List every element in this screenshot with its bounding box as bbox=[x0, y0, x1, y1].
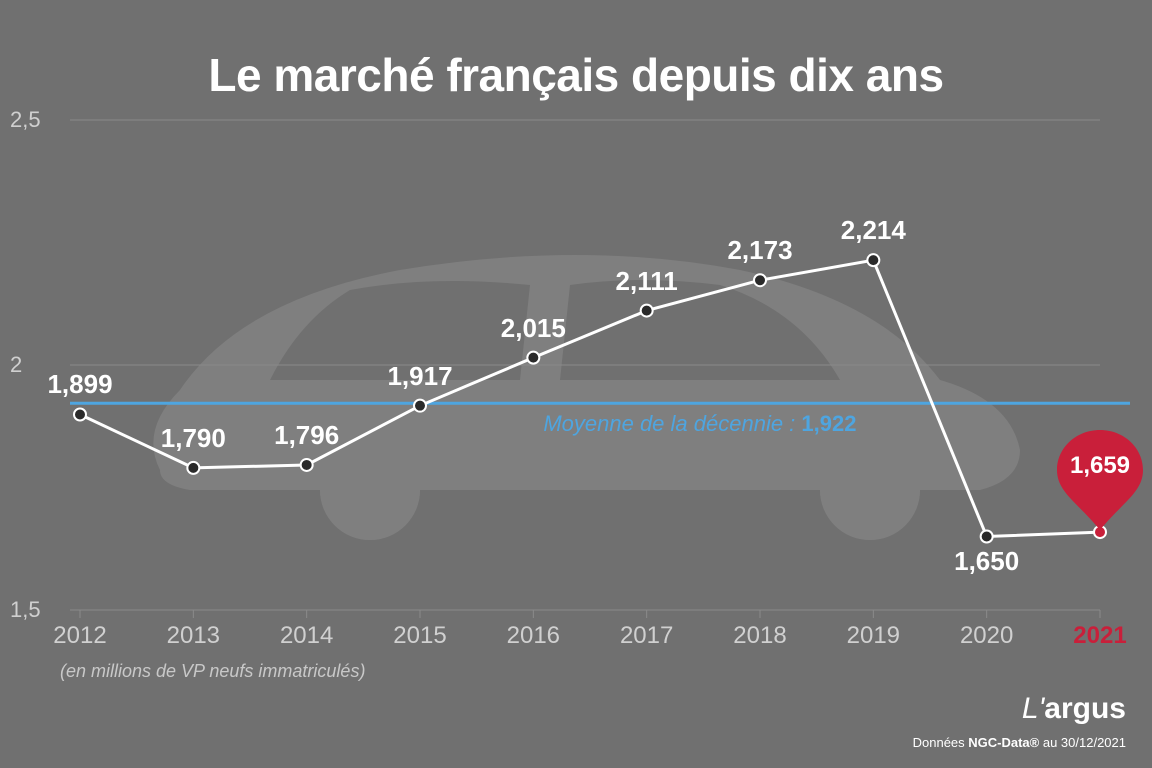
y-tick: 2 bbox=[10, 352, 22, 378]
data-point-label: 2,015 bbox=[501, 313, 566, 344]
data-point-label: 2,111 bbox=[616, 266, 678, 297]
credit-source: NGC-Data® bbox=[968, 735, 1039, 750]
logo-bold: argus bbox=[1044, 692, 1126, 725]
highlight-pin: 1,659 bbox=[1057, 430, 1143, 530]
brand-logo: L'argus bbox=[1022, 692, 1126, 726]
y-tick: 2,5 bbox=[10, 107, 41, 133]
x-tick: 2019 bbox=[847, 622, 900, 650]
credit-prefix: Données bbox=[913, 735, 969, 750]
chart-subtitle: (en millions de VP neufs immatriculés) bbox=[60, 661, 365, 682]
credit-suffix: au 30/12/2021 bbox=[1039, 735, 1126, 750]
x-tick: 2021 bbox=[1073, 622, 1126, 650]
chart-area: 1,522,5201220132014201520162017201820192… bbox=[60, 120, 1120, 610]
chart-title: Le marché français depuis dix ans bbox=[0, 48, 1152, 102]
x-tick: 2015 bbox=[393, 622, 446, 650]
data-point-label: 2,214 bbox=[841, 215, 906, 246]
x-tick: 2013 bbox=[167, 622, 220, 650]
pin-value: 1,659 bbox=[1057, 452, 1143, 480]
data-point-label: 1,796 bbox=[274, 420, 339, 451]
x-tick: 2014 bbox=[280, 622, 333, 650]
avg-line-label: Moyenne de la décennie : 1,922 bbox=[543, 411, 856, 437]
data-credit: Données NGC-Data® au 30/12/2021 bbox=[913, 735, 1126, 750]
x-tick: 2018 bbox=[733, 622, 786, 650]
x-tick: 2012 bbox=[53, 622, 106, 650]
y-tick: 1,5 bbox=[10, 597, 41, 623]
logo-prefix: L' bbox=[1022, 692, 1044, 725]
data-point-label: 1,650 bbox=[954, 546, 1019, 577]
line-chart-svg bbox=[60, 120, 1120, 610]
x-tick: 2017 bbox=[620, 622, 673, 650]
data-point-label: 1,899 bbox=[47, 369, 112, 400]
x-tick: 2020 bbox=[960, 622, 1013, 650]
data-point-label: 1,917 bbox=[387, 361, 452, 392]
x-tick: 2016 bbox=[507, 622, 560, 650]
data-point-label: 2,173 bbox=[727, 235, 792, 266]
data-point-label: 1,790 bbox=[161, 423, 226, 454]
